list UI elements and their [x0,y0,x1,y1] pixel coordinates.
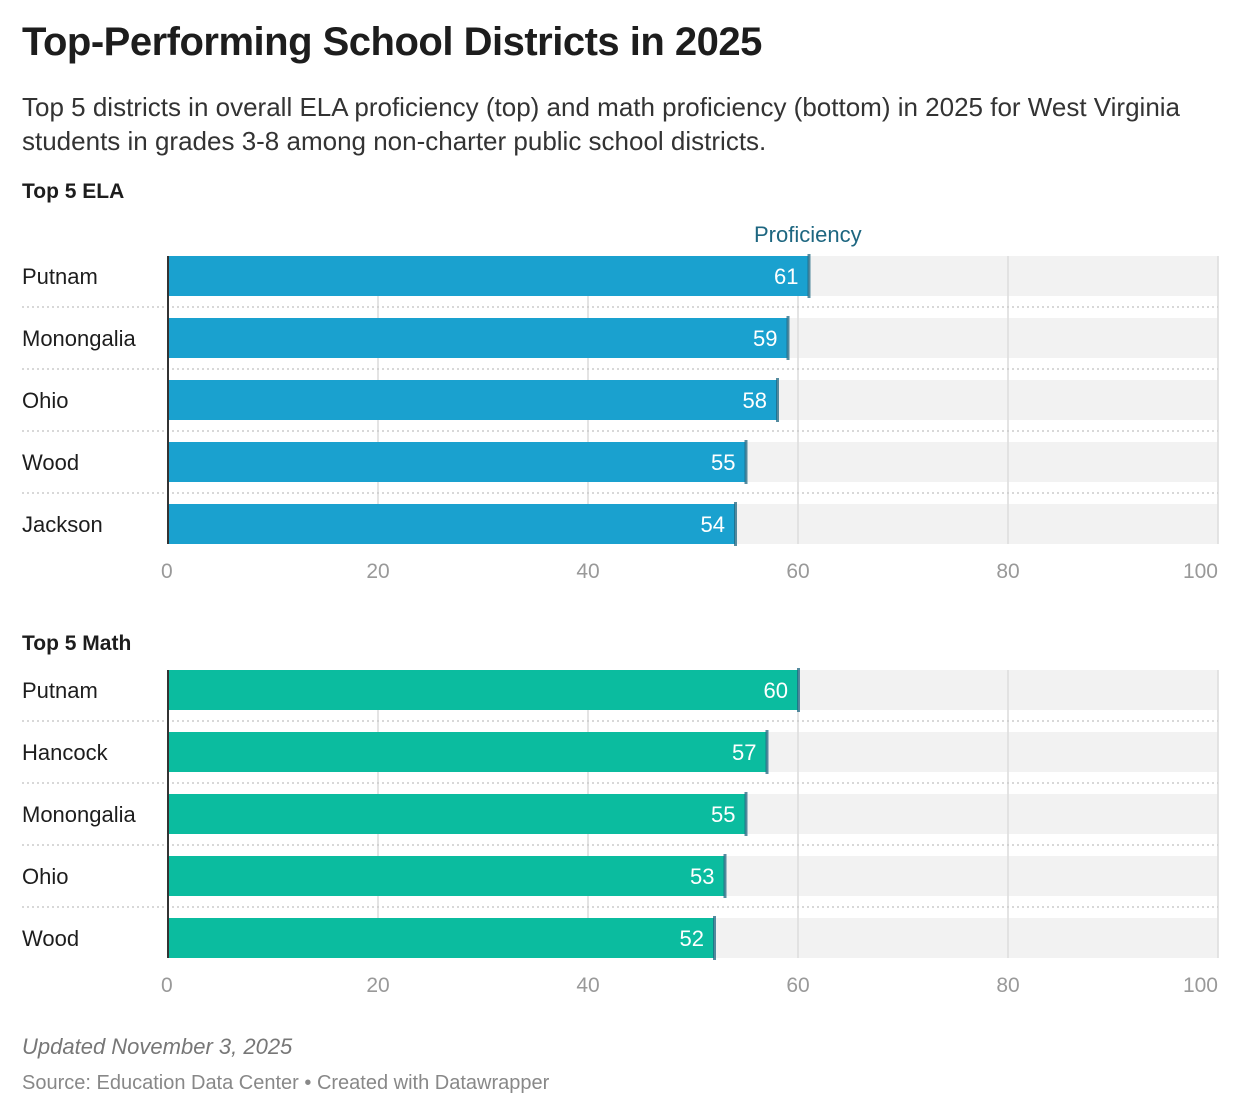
bar-end-marker [723,854,727,898]
x-tick-label: 100 [1183,560,1218,583]
bar [168,442,746,482]
bar-end-marker [713,916,716,960]
x-tick-label: 80 [996,560,1019,583]
ela-section-title: Top 5 ELA [22,180,125,203]
bar-end-marker [776,378,779,422]
bar [168,256,809,296]
x-tick-label: 60 [786,560,809,583]
x-tick-label: 60 [786,974,809,997]
legend-label: Proficiency [754,222,862,247]
value-label: 55 [711,802,735,827]
bar-end-marker [797,668,800,712]
bar [168,318,788,358]
category-label: Ohio [22,388,68,413]
bar-end-marker [734,502,737,546]
bar-end-marker [786,316,790,360]
category-label: Ohio [22,864,68,889]
value-label: 53 [690,864,714,889]
category-label: Monongalia [22,326,137,351]
value-label: 60 [764,678,788,703]
updated-note: Updated November 3, 2025 [22,1034,293,1059]
bar [168,504,735,544]
bar [168,794,746,834]
category-label: Jackson [22,512,103,537]
x-tick-label: 40 [576,560,599,583]
bar [168,732,767,772]
math-section-title: Top 5 Math [22,632,132,655]
value-label: 55 [711,450,735,475]
x-tick-label: 20 [366,560,389,583]
category-label: Wood [22,926,79,951]
category-label: Wood [22,450,79,475]
x-tick-label: 0 [161,974,173,997]
value-label: 59 [753,326,777,351]
x-tick-label: 20 [366,974,389,997]
bar [168,856,725,896]
category-label: Putnam [22,678,98,703]
bar [168,380,777,420]
bar-end-marker [744,440,748,484]
x-tick-label: 80 [996,974,1019,997]
bar [168,670,798,710]
value-label: 61 [774,264,798,289]
bar-end-marker [765,730,769,774]
x-tick-label: 40 [576,974,599,997]
category-label: Putnam [22,264,98,289]
value-label: 52 [680,926,704,951]
bar [168,918,714,958]
chart-subtitle: Top 5 districts in overall ELA proficien… [22,92,1181,156]
source-note: Source: Education Data Center • Created … [22,1072,550,1094]
chart-title: Top-Performing School Districts in 2025 [22,20,762,64]
value-label: 57 [732,740,756,765]
x-tick-label: 100 [1183,974,1218,997]
value-label: 54 [701,512,725,537]
bar-end-marker [744,792,748,836]
category-label: Monongalia [22,802,137,827]
value-label: 58 [743,388,767,413]
x-tick-label: 0 [161,560,173,583]
bar-end-marker [807,254,811,298]
category-label: Hancock [22,740,109,765]
